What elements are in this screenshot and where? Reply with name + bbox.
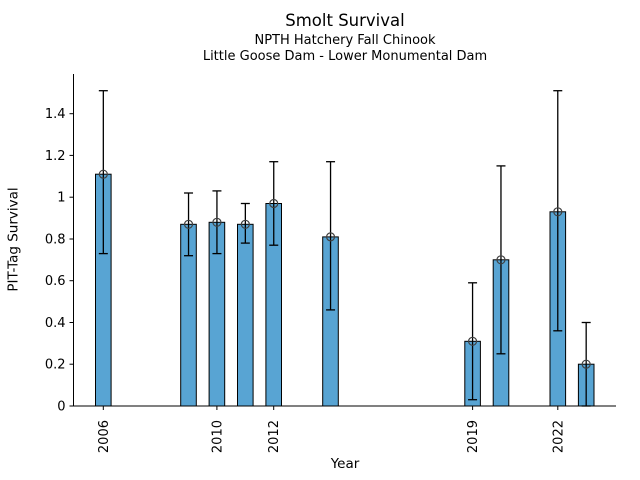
x-tick-label-2006: 2006 <box>97 420 112 453</box>
data-point-marker-2020 <box>496 255 506 265</box>
chart-title: Smolt Survival <box>285 11 405 30</box>
x-axis-label: Year <box>330 456 360 472</box>
bar-2011 <box>237 223 254 407</box>
data-point-marker-2023 <box>581 359 591 369</box>
y-tick-label-0.6: 0.6 <box>45 274 66 289</box>
y-tick-label-1: 1 <box>57 191 65 206</box>
chart-subtitle-line2: Little Goose Dam - Lower Monumental Dam <box>202 49 488 64</box>
chart-subtitle-line1: NPTH Hatchery Fall Chinook <box>254 33 436 48</box>
data-point-marker-2014 <box>325 232 336 242</box>
y-tick-label-0.8: 0.8 <box>45 233 66 248</box>
y-tick-label-1.2: 1.2 <box>45 149 66 164</box>
y-tick-label-0.2: 0.2 <box>45 358 66 373</box>
x-tick-label-2019: 2019 <box>466 420 481 453</box>
data-point-marker-2009 <box>183 219 194 229</box>
x-tick-label-2010: 2010 <box>210 420 225 453</box>
data-point-marker-2010 <box>212 217 222 227</box>
y-tick-label-1.4: 1.4 <box>45 107 66 122</box>
data-point-marker-2006 <box>98 169 108 179</box>
data-point-marker-2022 <box>553 207 563 217</box>
y-tick-label-0: 0 <box>57 400 65 415</box>
data-point-marker-2012 <box>269 198 279 209</box>
y-tick-label-0.4: 0.4 <box>45 316 66 331</box>
data-point-marker-2011 <box>240 219 250 229</box>
x-tick-label-2022: 2022 <box>551 420 566 453</box>
x-tick-label-2012: 2012 <box>267 420 282 453</box>
data-point-marker-2019 <box>467 336 478 346</box>
